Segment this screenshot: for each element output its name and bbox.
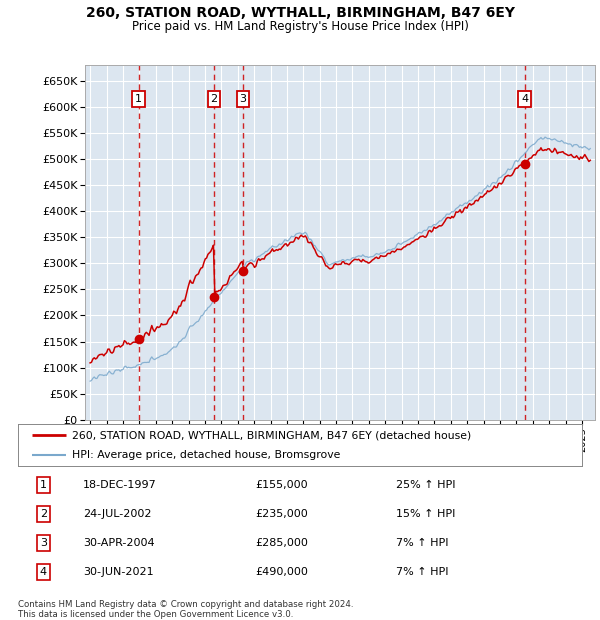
Text: 1: 1 <box>40 480 47 490</box>
Text: 24-JUL-2002: 24-JUL-2002 <box>83 509 151 519</box>
Text: 3: 3 <box>40 538 47 548</box>
Text: 15% ↑ HPI: 15% ↑ HPI <box>396 509 455 519</box>
Text: 4: 4 <box>40 567 47 577</box>
Text: 30-JUN-2021: 30-JUN-2021 <box>83 567 154 577</box>
Text: 3: 3 <box>239 94 247 104</box>
Text: £155,000: £155,000 <box>255 480 308 490</box>
Text: 1: 1 <box>135 94 142 104</box>
Text: 260, STATION ROAD, WYTHALL, BIRMINGHAM, B47 6EY: 260, STATION ROAD, WYTHALL, BIRMINGHAM, … <box>86 6 515 20</box>
Text: 25% ↑ HPI: 25% ↑ HPI <box>396 480 455 490</box>
Text: 2: 2 <box>211 94 218 104</box>
Text: £285,000: £285,000 <box>255 538 308 548</box>
Text: 2: 2 <box>40 509 47 519</box>
Text: Price paid vs. HM Land Registry's House Price Index (HPI): Price paid vs. HM Land Registry's House … <box>131 20 469 33</box>
Text: 260, STATION ROAD, WYTHALL, BIRMINGHAM, B47 6EY (detached house): 260, STATION ROAD, WYTHALL, BIRMINGHAM, … <box>71 430 471 440</box>
Text: HPI: Average price, detached house, Bromsgrove: HPI: Average price, detached house, Brom… <box>71 450 340 460</box>
Text: 30-APR-2004: 30-APR-2004 <box>83 538 154 548</box>
Text: 7% ↑ HPI: 7% ↑ HPI <box>396 538 448 548</box>
Text: 4: 4 <box>521 94 528 104</box>
Text: 7% ↑ HPI: 7% ↑ HPI <box>396 567 448 577</box>
Text: Contains HM Land Registry data © Crown copyright and database right 2024.
This d: Contains HM Land Registry data © Crown c… <box>18 600 353 619</box>
Text: £235,000: £235,000 <box>255 509 308 519</box>
Text: 18-DEC-1997: 18-DEC-1997 <box>83 480 157 490</box>
Text: £490,000: £490,000 <box>255 567 308 577</box>
